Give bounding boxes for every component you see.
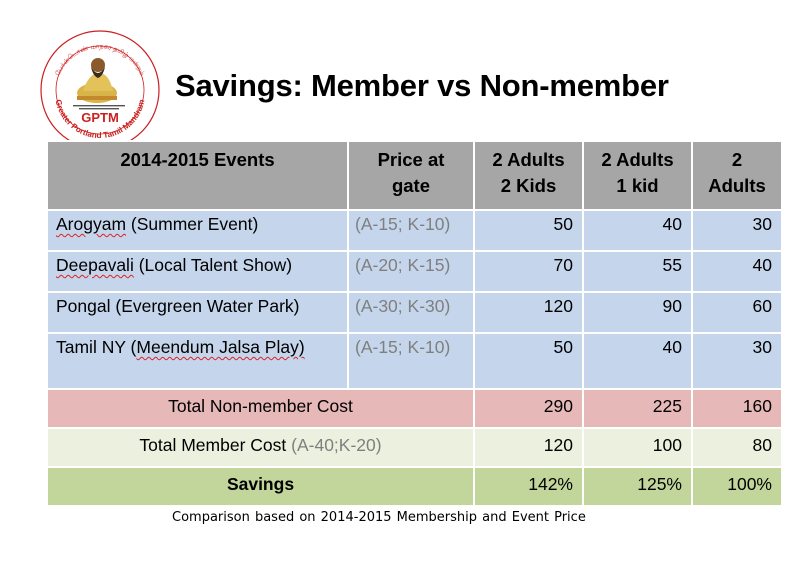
- table-row: Arogyam (Summer Event) (A-15; K-10) 50 4…: [46, 209, 783, 252]
- value-cell: 100: [582, 427, 693, 468]
- value-cell: 120: [473, 427, 584, 468]
- table-row: Deepavali (Local Talent Show) (A-20; K-1…: [46, 250, 783, 293]
- value-cell: 225: [582, 388, 693, 429]
- poet-figure-icon: [77, 58, 117, 103]
- savings-table: 2014-2015 Events Price at gate 2 Adults 2 …: [46, 140, 783, 507]
- value-cell: 30: [691, 332, 783, 390]
- event-desc: (Summer Event): [126, 214, 259, 234]
- event-desc: (Local Talent Show): [133, 255, 293, 275]
- value-cell: 60: [691, 291, 783, 334]
- event-name-cell: Tamil NY (Meendum Jalsa Play): [46, 332, 349, 390]
- value-cell: 160: [691, 388, 783, 429]
- value-cell: 90: [582, 291, 693, 334]
- table-row: Pongal (Evergreen Water Park) (A-30; K-3…: [46, 291, 783, 334]
- event-name: Pongal: [56, 296, 111, 316]
- header-2-adults: 2 Adults: [691, 140, 783, 211]
- event-name: Deepavali: [56, 255, 134, 275]
- event-desc: (Evergreen Water Park): [110, 296, 300, 316]
- member-total-row: Total Member Cost (A-40;K-20) 120 100 80: [46, 427, 783, 468]
- member-note: (A-40;K-20): [291, 435, 382, 455]
- event-name: Tamil NY (: [56, 337, 137, 357]
- gptm-logo: GPTM Greater Portland Tamil Mandram பேர்…: [40, 30, 160, 150]
- value-cell: 40: [582, 209, 693, 252]
- event-name-cell: Arogyam (Summer Event): [46, 209, 349, 252]
- price-cell: (A-30; K-30): [347, 291, 475, 334]
- event-desc: Meendum Jalsa Play): [136, 337, 305, 357]
- member-label-cell: Total Member Cost (A-40;K-20): [46, 427, 475, 468]
- value-cell: 50: [473, 332, 584, 390]
- table-header-row: 2014-2015 Events Price at gate 2 Adults 2 …: [46, 140, 783, 211]
- value-cell: 40: [582, 332, 693, 390]
- header-2-adults-1-kid: 2 Adults 1 kid: [582, 140, 693, 211]
- event-name-cell: Pongal (Evergreen Water Park): [46, 291, 349, 334]
- value-cell: 125%: [582, 466, 693, 507]
- value-cell: 30: [691, 209, 783, 252]
- price-cell: (A-20; K-15): [347, 250, 475, 293]
- value-cell: 100%: [691, 466, 783, 507]
- value-cell: 142%: [473, 466, 584, 507]
- value-cell: 50: [473, 209, 584, 252]
- nonmember-total-row: Total Non-member Cost 290 225 160: [46, 388, 783, 429]
- event-name-cell: Deepavali (Local Talent Show): [46, 250, 349, 293]
- value-cell: 55: [582, 250, 693, 293]
- value-cell: 40: [691, 250, 783, 293]
- price-cell: (A-15; K-10): [347, 209, 475, 252]
- price-cell: (A-15; K-10): [347, 332, 475, 390]
- page-title: Savings: Member vs Non-member: [175, 68, 669, 103]
- nonmember-label: Total Non-member Cost: [46, 388, 475, 429]
- footer-note: Comparison based on 2014-2015 Membership…: [172, 510, 586, 525]
- savings-row: Savings 142% 125% 100%: [46, 466, 783, 507]
- value-cell: 290: [473, 388, 584, 429]
- table-row: Tamil NY (Meendum Jalsa Play) (A-15; K-1…: [46, 332, 783, 390]
- member-label: Total Member Cost: [139, 435, 287, 455]
- value-cell: 80: [691, 427, 783, 468]
- value-cell: 70: [473, 250, 584, 293]
- savings-label: Savings: [46, 466, 475, 507]
- header-price-at-gate: Price at gate: [347, 140, 475, 211]
- header-events: 2014-2015 Events: [46, 140, 349, 211]
- value-cell: 120: [473, 291, 584, 334]
- header-2-adults-2-kids: 2 Adults 2 Kids: [473, 140, 584, 211]
- logo-acronym: GPTM: [81, 110, 119, 125]
- event-name: Arogyam: [56, 214, 127, 234]
